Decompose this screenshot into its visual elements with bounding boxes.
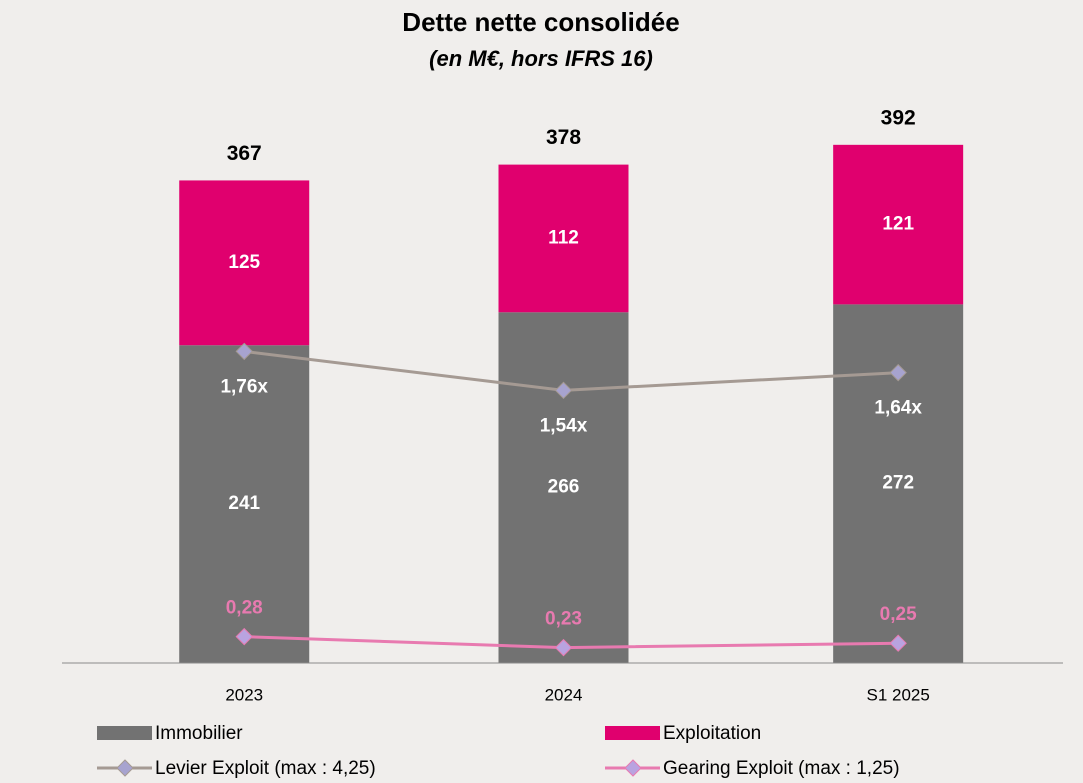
marker [889, 634, 907, 652]
segment-label: 125 [228, 252, 260, 273]
x-tick-label: 2024 [545, 685, 583, 704]
marker [235, 342, 253, 361]
bar-segment [498, 312, 629, 663]
legend-label: Gearing Exploit (max : 1,25) [663, 758, 900, 779]
legend-marker [624, 759, 642, 777]
line-label: 0,23 [545, 609, 582, 630]
line-label: 1,76x [220, 376, 268, 397]
marker [554, 381, 573, 400]
segment-label: 241 [228, 493, 260, 514]
line-label: 0,28 [226, 598, 263, 619]
total-label: 367 [227, 142, 262, 165]
segment-label: 112 [548, 227, 579, 248]
marker [554, 638, 573, 657]
x-tick-label: 2023 [225, 685, 263, 704]
legend-swatch [605, 726, 660, 740]
legend-label: Levier Exploit (max : 4,25) [155, 758, 376, 779]
segment-label: 266 [548, 477, 580, 498]
bar-segment [498, 164, 629, 313]
bar-segment [833, 144, 964, 305]
chart-title: Dette nette consolidée [402, 7, 679, 37]
bar-segment [179, 180, 310, 346]
legend-label: Exploitation [663, 723, 761, 744]
legend-label: Immobilier [155, 723, 243, 744]
marker [889, 363, 907, 382]
line-label: 1,64x [874, 398, 922, 419]
legend-swatch [97, 726, 152, 740]
total-label: 392 [881, 106, 916, 129]
total-label: 378 [546, 126, 581, 149]
line-label: 1,54x [540, 415, 588, 436]
x-tick-label: S1 2025 [866, 685, 929, 704]
bar-segment [179, 345, 310, 663]
legend-marker [116, 759, 134, 777]
chart-subtitle: (en M€, hors IFRS 16) [429, 46, 653, 71]
segment-label: 121 [882, 214, 914, 235]
marker [235, 627, 253, 646]
segment-label: 272 [882, 473, 914, 494]
line-label: 0,25 [880, 604, 917, 625]
